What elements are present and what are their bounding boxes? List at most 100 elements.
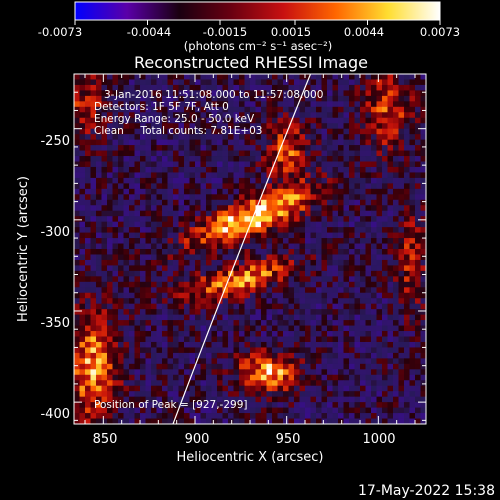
heatmap-cell (299, 172, 306, 179)
detectors-annotation: Detectors: 1F 5F 7F, Att 0 (94, 101, 229, 113)
heatmap-cell (195, 249, 201, 255)
heatmap-cell (173, 95, 179, 102)
heatmap-cell (272, 418, 278, 424)
heatmap-cell (222, 95, 229, 102)
heatmap-cell (404, 374, 410, 381)
heatmap-cell (162, 254, 168, 261)
heatmap-cell (123, 183, 130, 190)
heatmap-cell (277, 314, 284, 321)
heatmap-cell (228, 287, 234, 294)
heatmap-cell (79, 199, 86, 206)
heatmap-cell (321, 210, 328, 217)
heatmap-cell (250, 205, 256, 212)
heatmap-cell (393, 243, 399, 250)
heatmap-cell (327, 320, 333, 326)
heatmap-cell (173, 188, 179, 195)
heatmap-cell (277, 358, 284, 365)
heatmap-cell (321, 106, 328, 113)
heatmap-cell (365, 287, 372, 294)
heatmap-cell (222, 380, 229, 387)
heatmap-cell (217, 396, 223, 403)
heatmap-cell (316, 292, 322, 299)
heatmap-cell (365, 281, 372, 288)
heatmap-cell (178, 161, 185, 168)
heatmap-cell (129, 363, 135, 370)
heatmap-cell (332, 156, 339, 162)
heatmap-cell (96, 227, 102, 233)
heatmap-cell (354, 183, 361, 190)
heatmap-cell (233, 188, 240, 195)
heatmap-cell (387, 374, 394, 381)
heatmap-cell (376, 413, 383, 419)
heatmap-cell (393, 227, 399, 233)
heatmap-cell (123, 407, 130, 414)
heatmap-cell (261, 232, 267, 239)
heatmap-cell (195, 199, 201, 206)
heatmap-cell (107, 331, 113, 337)
heatmap-cell (151, 199, 157, 206)
heatmap-cell (255, 287, 262, 294)
heatmap-cell (365, 90, 372, 97)
heatmap-cell (365, 112, 372, 119)
heatmap-cell (250, 320, 256, 326)
heatmap-cell (145, 128, 152, 135)
heatmap-cell (404, 166, 410, 173)
heatmap-cell (107, 341, 113, 348)
heatmap-cell (398, 265, 405, 272)
heatmap-cell (96, 84, 102, 91)
heatmap-cell (151, 227, 157, 233)
heatmap-cell (387, 276, 394, 283)
heatmap-cell (162, 227, 168, 233)
heatmap-cell (310, 265, 317, 272)
heatmap-cell (178, 331, 185, 337)
heatmap-cell (420, 276, 426, 283)
heatmap-cell (250, 309, 256, 316)
heatmap-cell (294, 249, 300, 255)
heatmap-cell (294, 194, 300, 201)
heatmap-cell (85, 166, 91, 173)
heatmap-cell (420, 74, 426, 80)
heatmap-cell (173, 205, 179, 212)
heatmap-cell (376, 331, 383, 337)
heatmap-cell (277, 380, 284, 387)
heatmap-cell (112, 385, 119, 392)
heatmap-cell (167, 413, 174, 419)
heatmap-cell (404, 188, 410, 195)
heatmap-cell (184, 205, 190, 212)
heatmap-cell (371, 161, 377, 168)
heatmap-cell (189, 309, 196, 316)
heatmap-cell (266, 314, 273, 321)
heatmap-cell (305, 320, 311, 326)
heatmap-cell (299, 194, 306, 201)
heatmap-cell (393, 314, 399, 321)
heatmap-cell (222, 150, 229, 157)
heatmap-cell (382, 177, 388, 184)
heatmap-cell (222, 227, 229, 233)
heatmap-cell (239, 369, 245, 376)
heatmap-cell (398, 134, 405, 141)
heatmap-cell (272, 74, 278, 80)
heatmap-cell (244, 101, 251, 108)
heatmap-cell (140, 254, 146, 261)
heatmap-cell (162, 407, 168, 414)
heatmap-cell (167, 199, 174, 206)
heatmap-cell (316, 95, 322, 102)
heatmap-cell (101, 309, 108, 316)
heatmap-cell (305, 74, 311, 80)
heatmap-cell (420, 145, 426, 151)
heatmap-cell (140, 117, 146, 124)
heatmap-cell (134, 177, 141, 184)
heatmap-cell (283, 199, 289, 206)
heatmap-cell (118, 276, 124, 283)
heatmap-cell (123, 369, 130, 376)
heatmap-cell (107, 352, 113, 359)
heatmap-cell (239, 79, 245, 86)
heatmap-cell (74, 205, 80, 212)
heatmap-cell (420, 380, 426, 387)
heatmap-cell (343, 232, 350, 239)
heatmap-cell (387, 112, 394, 119)
heatmap-cell (420, 358, 426, 365)
heatmap-cell (310, 259, 317, 266)
heatmap-cell (398, 407, 405, 414)
